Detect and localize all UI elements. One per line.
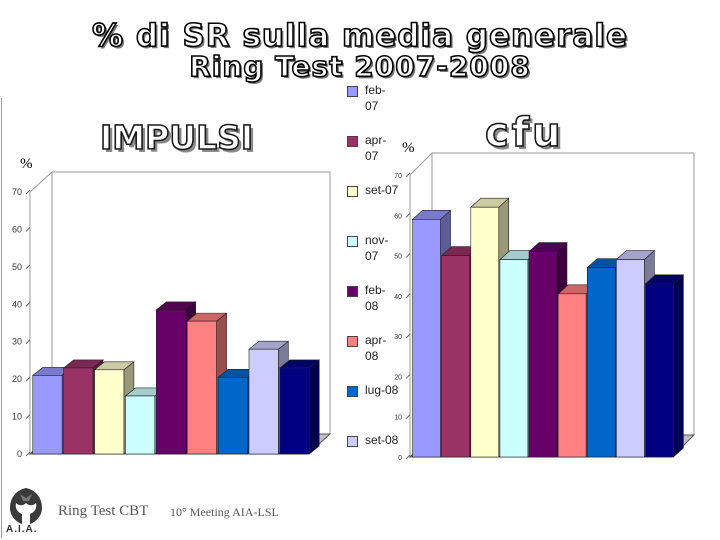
legend-item: set-08 (345, 432, 405, 482)
bar-front (125, 395, 156, 455)
bar-front (63, 367, 94, 455)
legend-item: lug-08 (345, 382, 405, 432)
bar-front (279, 367, 310, 455)
bar-front (217, 376, 248, 455)
legend-label: feb-08 (365, 283, 386, 313)
bar-front (470, 206, 500, 458)
y-tick-label: 70 (394, 173, 402, 180)
bar-front (248, 348, 279, 455)
bar-front (94, 369, 125, 455)
y-tick-label: 60 (12, 224, 22, 234)
cfu-unit-label: % (402, 140, 415, 156)
bar-front (586, 267, 616, 458)
y-tick-label: 50 (12, 262, 22, 272)
y-tick-mark (405, 374, 411, 379)
left-divider-line (1, 98, 2, 538)
y-tick-label: 20 (394, 374, 402, 381)
legend-swatch (347, 86, 358, 97)
bar-front (441, 255, 470, 458)
y-tick-label: 20 (12, 374, 22, 384)
footer-meeting: 10° Meeting AIA-LSL (170, 505, 279, 519)
legend-label: feb-07 (365, 83, 386, 113)
legend-item: feb-08 (345, 282, 405, 332)
slide-title-line-1: % di SR sulla media generale (91, 17, 628, 55)
legend-swatch (347, 386, 358, 397)
y-tick-mark (405, 333, 411, 339)
bar-front (412, 219, 441, 458)
y-tick-mark (405, 212, 411, 218)
bar-front (645, 283, 674, 458)
footer-ring-test: Ring Test CBT (58, 503, 149, 519)
bar-front (32, 375, 63, 455)
impulsi-chart-heading: IMPULSI (99, 117, 254, 158)
y-tick-label: 60 (394, 213, 402, 220)
bar-front (186, 320, 217, 455)
y-tick-label: 70 (12, 187, 22, 197)
bar (279, 359, 321, 455)
bar-front (156, 309, 186, 455)
y-tick-mark (405, 172, 411, 178)
y-tick-mark (405, 293, 411, 299)
legend-swatch (347, 186, 358, 197)
legend-item: set-07 (345, 182, 405, 232)
y-tick-mark (25, 264, 31, 270)
y-tick-label: 30 (394, 334, 402, 341)
y-tick-mark (405, 253, 411, 258)
bar-front (557, 293, 587, 458)
y-tick-mark (25, 227, 31, 232)
y-tick-mark (25, 376, 31, 382)
aia-logo-mark-icon (2, 484, 50, 528)
y-tick-label: 50 (394, 254, 402, 261)
y-tick-label: 40 (394, 294, 402, 301)
bar-front (499, 259, 529, 458)
chart-legend: feb-07 apr-07 set-07 nov-07 feb-08 apr-08 lug-… (345, 82, 405, 482)
y-tick-label: 0 (398, 455, 402, 462)
y-tick-label: 10 (12, 412, 22, 422)
legend-label: nov-07 (365, 233, 389, 263)
bar-side (673, 274, 684, 458)
legend-swatch (347, 136, 358, 147)
legend-label: apr-07 (365, 133, 387, 163)
y-tick-label: 0 (17, 449, 22, 459)
legend-swatch (347, 286, 358, 297)
y-tick-label: 10 (394, 415, 402, 422)
y-tick-mark (25, 414, 31, 419)
y-tick-mark (25, 189, 31, 195)
y-tick-mark (405, 414, 411, 420)
slide-title-line-2: Ring Test 2007-2008 (188, 49, 531, 84)
legend-swatch (347, 236, 358, 247)
legend-label: apr-08 (365, 333, 387, 363)
bar (615, 249, 656, 458)
aia-logo (2, 484, 50, 540)
impulsi-unit-label: % (20, 156, 33, 172)
legend-item: feb-07 (345, 82, 405, 132)
legend-item: nov-07 (345, 232, 405, 282)
y-tick-mark (25, 451, 31, 457)
bar-front (616, 259, 645, 458)
legend-swatch (347, 336, 358, 347)
legend-label: lug-08 (365, 383, 399, 397)
y-tick-label: 30 (12, 337, 22, 347)
bar-front (528, 251, 558, 458)
legend-item: apr-08 (345, 332, 405, 382)
legend-label: set-08 (365, 433, 399, 447)
y-tick-mark (25, 301, 31, 307)
bar (644, 274, 685, 458)
legend-label: set-07 (365, 183, 399, 197)
y-tick-label: 40 (12, 299, 22, 309)
cfu-chart-heading: cfu (484, 109, 564, 157)
y-tick-mark (405, 454, 411, 460)
legend-swatch (347, 436, 358, 447)
aia-logo-text: A.I.A. (6, 524, 38, 535)
y-tick-mark (25, 339, 31, 345)
legend-item: apr-07 (345, 132, 405, 182)
